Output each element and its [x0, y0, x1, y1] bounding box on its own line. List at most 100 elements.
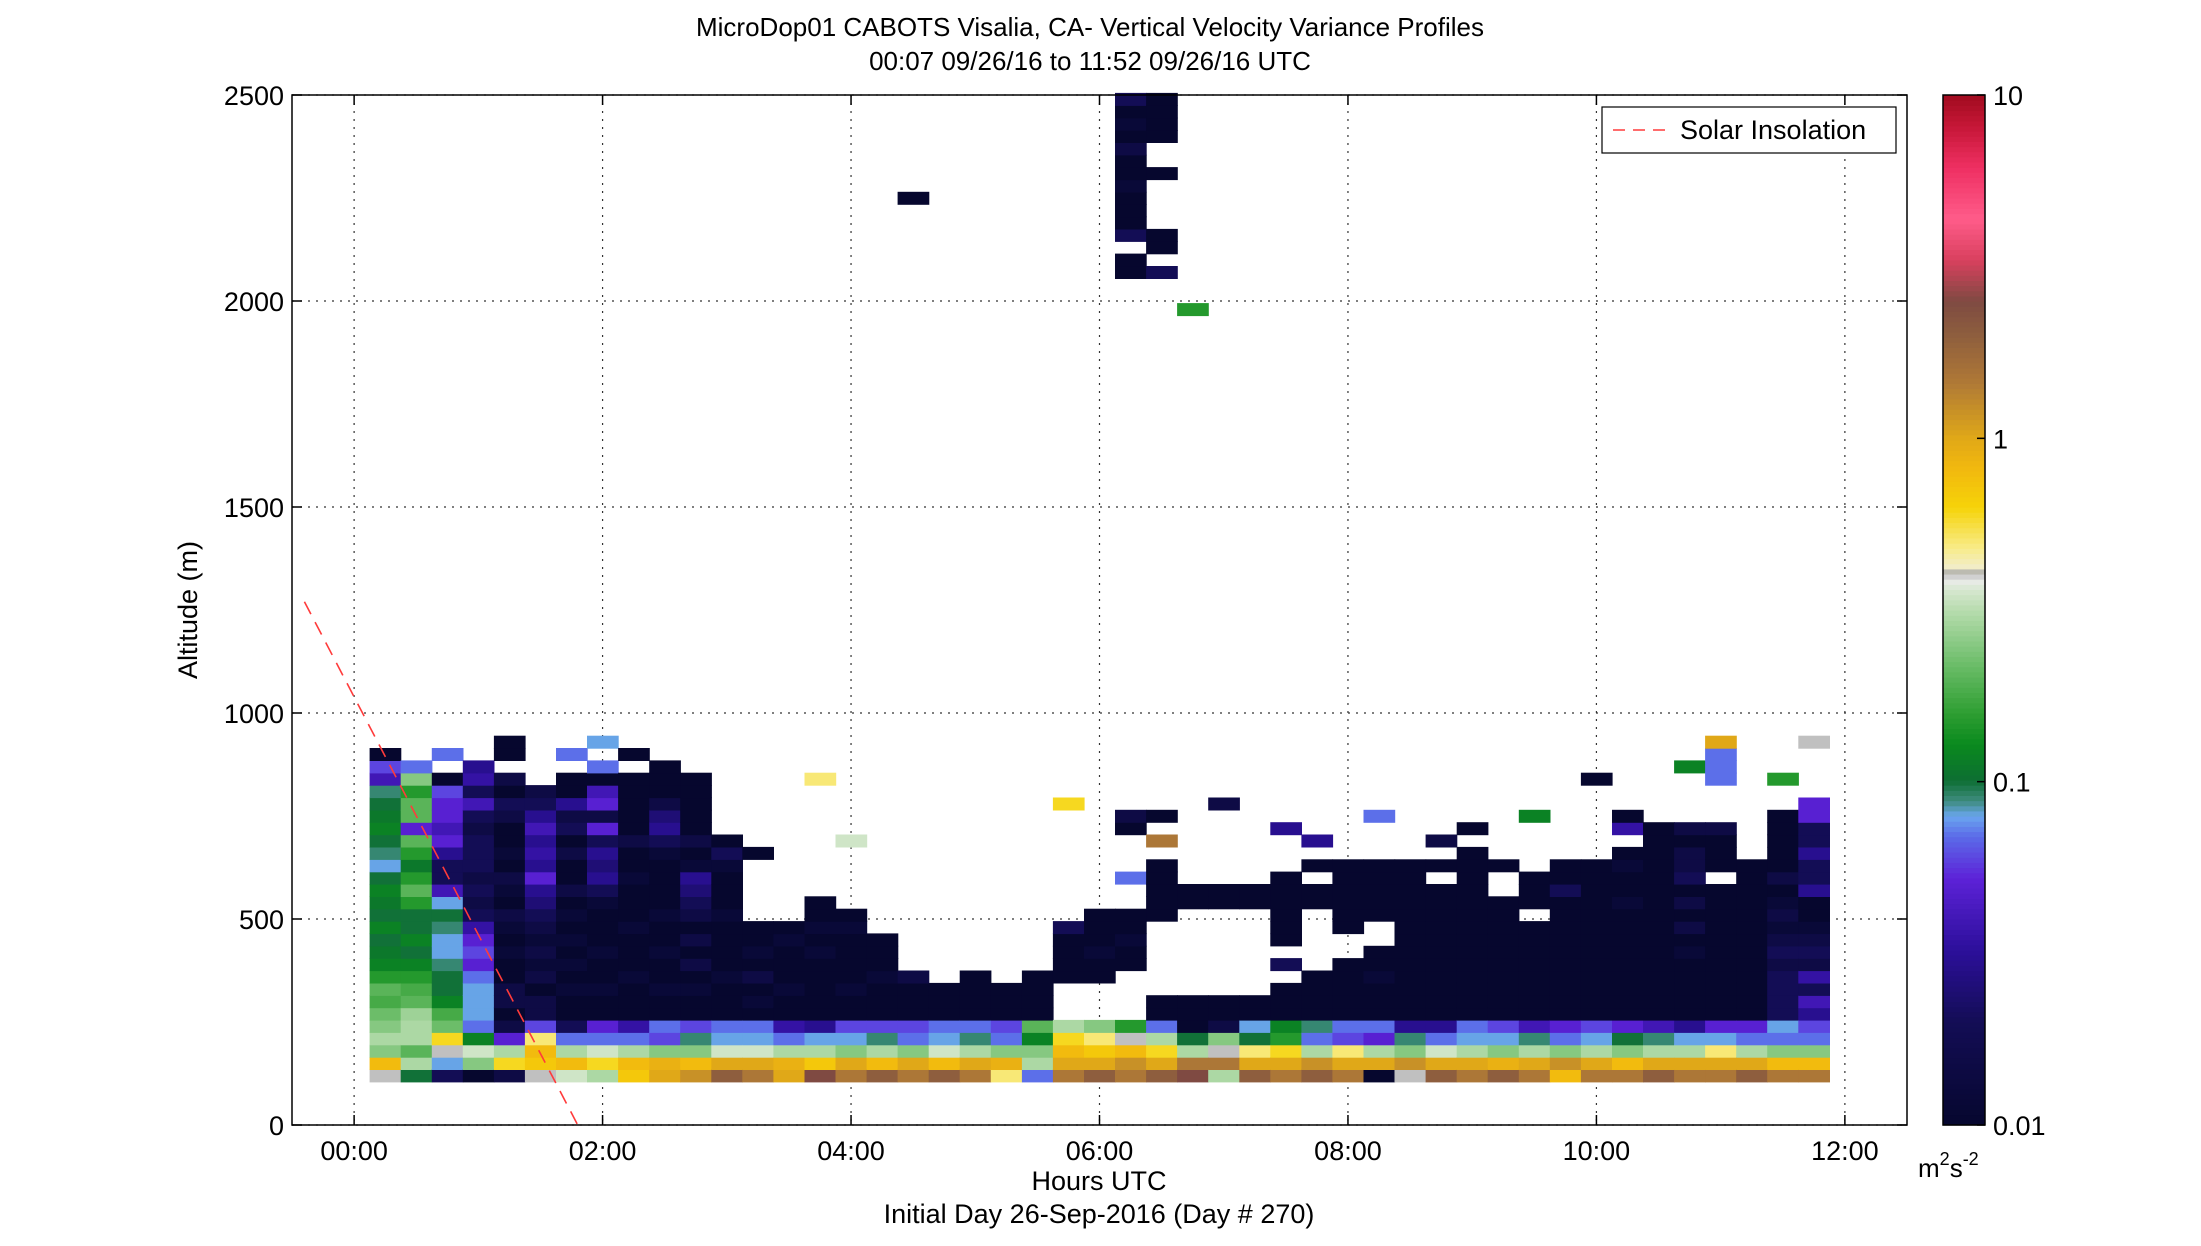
variance-cell	[1549, 859, 1582, 873]
colorbar-segment	[1943, 1099, 1985, 1105]
variance-cell	[618, 970, 650, 984]
variance-cell	[462, 958, 495, 972]
variance-cell	[462, 785, 495, 799]
variance-cell	[587, 1019, 619, 1033]
variance-cell	[431, 1057, 464, 1070]
variance-cell	[1456, 1019, 1489, 1033]
variance-cell	[1115, 253, 1147, 267]
variance-cell	[1146, 859, 1178, 873]
colorbar-segment	[1943, 908, 1985, 915]
variance-cell	[1052, 1044, 1085, 1058]
colorbar-segment	[1943, 733, 1985, 740]
variance-cell	[1239, 896, 1271, 910]
variance-cell	[649, 933, 681, 947]
variance-cell	[524, 896, 557, 910]
variance-cell	[680, 1044, 712, 1058]
colorbar-segment	[1943, 816, 1985, 822]
variance-cell	[711, 896, 743, 910]
variance-cell	[1487, 933, 1520, 947]
variance-cell	[1239, 995, 1271, 1009]
variance-cell	[1146, 1019, 1178, 1033]
colorbar-segment	[1943, 898, 1985, 905]
variance-cell	[649, 982, 681, 996]
variance-cell	[1518, 995, 1551, 1009]
variance-cell	[1705, 884, 1737, 897]
colorbar-segment	[1943, 991, 1985, 997]
variance-cell	[1643, 822, 1675, 836]
colorbar-segment	[1943, 1104, 1985, 1111]
variance-cell	[1332, 1007, 1365, 1021]
variance-cell	[400, 884, 433, 897]
variance-cell	[1332, 908, 1365, 922]
variance-cell	[773, 970, 806, 984]
variance-cell	[1580, 1044, 1613, 1058]
variance-cell	[369, 1069, 402, 1083]
variance-cell	[711, 1044, 743, 1058]
colorbar-segment	[1943, 646, 1985, 652]
variance-cell	[1363, 995, 1396, 1009]
variance-cell	[1487, 945, 1520, 959]
variance-cell	[711, 958, 743, 972]
variance-cell	[1239, 1044, 1271, 1058]
variance-cell	[431, 809, 464, 823]
variance-cell	[431, 1007, 464, 1021]
variance-cell	[1021, 1057, 1054, 1070]
colorbar-segment	[1943, 718, 1985, 724]
colorbar-segment	[1943, 527, 1985, 534]
variance-cell	[928, 1019, 961, 1033]
variance-cell	[1767, 896, 1799, 910]
variance-cell	[742, 1007, 774, 1021]
variance-cell	[369, 896, 402, 910]
variance-cell	[587, 896, 619, 910]
variance-cell	[493, 896, 526, 910]
variance-cell	[493, 871, 526, 885]
variance-cell	[1425, 884, 1458, 897]
colorbar-segment	[1943, 610, 1985, 616]
variance-cell	[680, 871, 712, 885]
colorbar-segment	[1943, 507, 1985, 513]
variance-cell	[1456, 859, 1489, 873]
variance-cell	[1612, 921, 1644, 935]
colorbar-segment	[1943, 532, 1985, 539]
variance-cell	[742, 846, 774, 860]
variance-cell	[680, 896, 712, 910]
colorbar-tick-label: 0.1	[1993, 768, 2031, 798]
variance-cell	[1705, 958, 1737, 972]
colorbar-segment	[1943, 362, 1985, 369]
variance-cell	[431, 958, 464, 972]
variance-cell	[1425, 958, 1458, 972]
variance-cell	[1674, 982, 1706, 996]
variance-cell	[1798, 859, 1830, 873]
variance-cell	[493, 1007, 526, 1021]
variance-cell	[1767, 970, 1799, 984]
variance-cell	[866, 982, 899, 996]
variance-cell	[773, 995, 806, 1009]
colorbar-segment	[1943, 929, 1985, 936]
variance-cell	[587, 1007, 619, 1021]
variance-cell	[1208, 1019, 1240, 1033]
variance-cell	[680, 982, 712, 996]
variance-cell	[1425, 1057, 1458, 1070]
variance-cell	[804, 921, 837, 935]
variance-cell	[1798, 958, 1830, 972]
variance-cell	[804, 1057, 837, 1070]
x-tick-label: 04:00	[817, 1136, 885, 1166]
variance-cell	[1705, 1044, 1737, 1058]
variance-cell	[400, 785, 433, 799]
variance-cell	[804, 1069, 837, 1083]
variance-cell	[524, 822, 557, 836]
variance-cell	[804, 1032, 837, 1046]
variance-cell	[1363, 809, 1396, 823]
variance-cell	[1705, 859, 1737, 873]
variance-cell	[587, 1044, 619, 1058]
variance-cell	[1301, 1019, 1334, 1033]
variance-cell	[618, 908, 650, 922]
colorbar-segment	[1943, 239, 1985, 245]
variance-cell	[680, 822, 712, 836]
variance-cell	[1394, 1032, 1427, 1046]
colorbar-segment	[1943, 429, 1985, 436]
variance-cell	[431, 1044, 464, 1058]
variance-cell	[462, 834, 495, 848]
variance-cell	[400, 995, 433, 1009]
